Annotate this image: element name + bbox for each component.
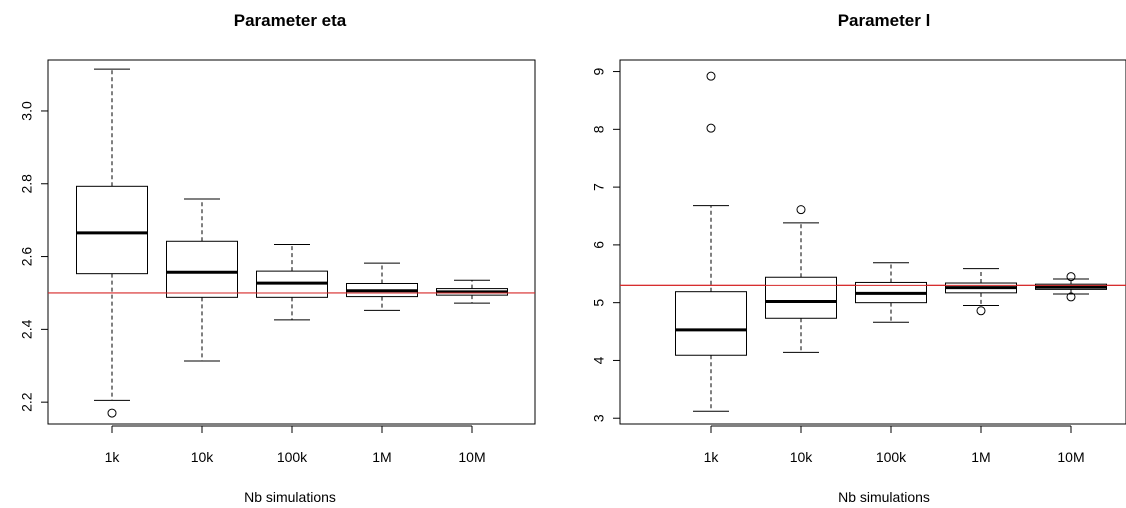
x-tick-label: 1M (372, 449, 391, 465)
panel-parameter-l: Parameter l 3 4 5 6 7 8 9 1k 10k 100k 1M 10M Nb simul… (591, 11, 1126, 505)
x-tick-label: 10M (458, 449, 485, 465)
chart-title: Parameter eta (234, 11, 347, 30)
y-tick-label: 2.2 (19, 392, 35, 412)
y-tick-label: 3 (591, 414, 607, 422)
y-tick-label: 2.4 (19, 319, 35, 339)
box-iqr (76, 185, 148, 275)
x-tick-label: 100k (277, 449, 308, 465)
outlier-point (796, 205, 806, 215)
outlier-point (706, 71, 716, 81)
box-iqr (765, 276, 837, 319)
x-tick-label: 1k (704, 449, 720, 465)
box-100k (256, 244, 328, 321)
x-tick-label: 100k (876, 449, 907, 465)
box-1k (675, 71, 747, 412)
box-iqr (166, 240, 238, 298)
panel-parameter-eta: Parameter eta 2.2 2.4 2.6 2.8 3.0 1k 10k 100k 1M 1… (19, 11, 536, 505)
box-iqr (675, 291, 747, 356)
box-10k (166, 198, 238, 362)
y-tick-label: 9 (591, 67, 607, 75)
y-tick-label: 8 (591, 125, 607, 133)
y-tick-label: 3.0 (19, 101, 35, 121)
plot-frame (47, 59, 536, 425)
outlier-point (107, 408, 117, 418)
box-100k (855, 262, 927, 323)
box-1k (76, 68, 148, 418)
x-tick-label: 10M (1057, 449, 1084, 465)
chart-title: Parameter l (838, 11, 931, 30)
box-1M (945, 268, 1017, 316)
outlier-point (1066, 292, 1076, 302)
x-tick-label: 1M (971, 449, 990, 465)
y-tick-label: 2.8 (19, 174, 35, 194)
x-tick-label: 10k (191, 449, 215, 465)
x-axis-label: Nb simulations (838, 489, 930, 505)
x-tick-label: 1k (105, 449, 121, 465)
outlier-point (976, 306, 986, 316)
y-tick-label: 6 (591, 241, 607, 249)
y-tick-label: 5 (591, 299, 607, 307)
box-1M (346, 262, 418, 311)
y-tick-label: 4 (591, 356, 607, 364)
outlier-point (706, 123, 716, 133)
box-10k (765, 205, 837, 353)
y-tick-label: 7 (591, 183, 607, 191)
x-axis-label: Nb simulations (244, 489, 336, 505)
plot-frame (619, 59, 1126, 425)
box-10M (436, 279, 508, 304)
outlier-point (1066, 272, 1076, 282)
box-10M (1035, 272, 1107, 302)
x-tick-label: 10k (790, 449, 814, 465)
y-tick-label: 2.6 (19, 247, 35, 267)
